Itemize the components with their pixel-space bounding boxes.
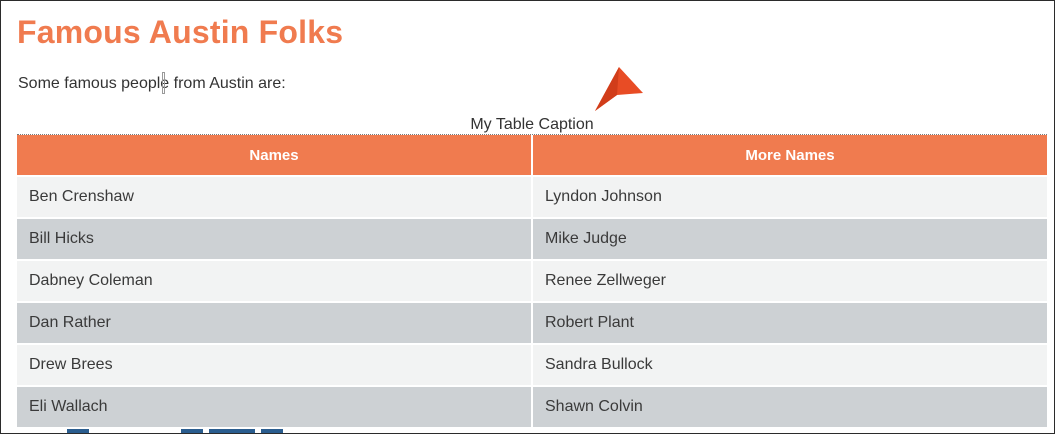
table-cell: Bill Hicks: [17, 217, 533, 260]
column-header-more-names: More Names: [532, 135, 1047, 176]
table-row: Dan Rather Robert Plant: [17, 301, 1047, 344]
toolbar-fragment: [209, 429, 255, 433]
cutoff-toolbar-strip: [1, 429, 1054, 433]
table-cell: Lyndon Johnson: [532, 175, 1047, 218]
table-cell: Dabney Coleman: [17, 259, 533, 302]
table-caption: My Table Caption: [470, 116, 594, 133]
table-cell: Ben Crenshaw: [17, 175, 533, 218]
arrow-pointer-icon: [595, 67, 643, 111]
table-row: Eli Wallach Shawn Colvin: [17, 385, 1047, 427]
table-cell: Renee Zellweger: [532, 259, 1047, 302]
table-cell: Sandra Bullock: [532, 343, 1047, 386]
intro-paragraph: Some famous people from Austin are:: [18, 75, 286, 92]
table-cell: Dan Rather: [17, 301, 533, 344]
names-table: Names More Names Ben Crenshaw Lyndon Joh…: [17, 134, 1047, 427]
table-cell: Eli Wallach: [17, 385, 533, 427]
table-cell: Robert Plant: [532, 301, 1047, 344]
column-header-names: Names: [17, 135, 533, 176]
toolbar-fragment: [67, 429, 89, 433]
table-row: Drew Brees Sandra Bullock: [17, 343, 1047, 386]
table-cell: Mike Judge: [532, 217, 1047, 260]
table-header-row: Names More Names: [17, 135, 1047, 176]
table-cell: Shawn Colvin: [532, 385, 1047, 427]
toolbar-fragment: [261, 429, 283, 433]
text-caret-icon: [162, 72, 165, 94]
table-row: Ben Crenshaw Lyndon Johnson: [17, 175, 1047, 218]
table-row: Bill Hicks Mike Judge: [17, 217, 1047, 260]
page-title: Famous Austin Folks: [17, 14, 344, 50]
toolbar-fragment: [181, 429, 203, 433]
table-row: Dabney Coleman Renee Zellweger: [17, 259, 1047, 302]
table-cell: Drew Brees: [17, 343, 533, 386]
